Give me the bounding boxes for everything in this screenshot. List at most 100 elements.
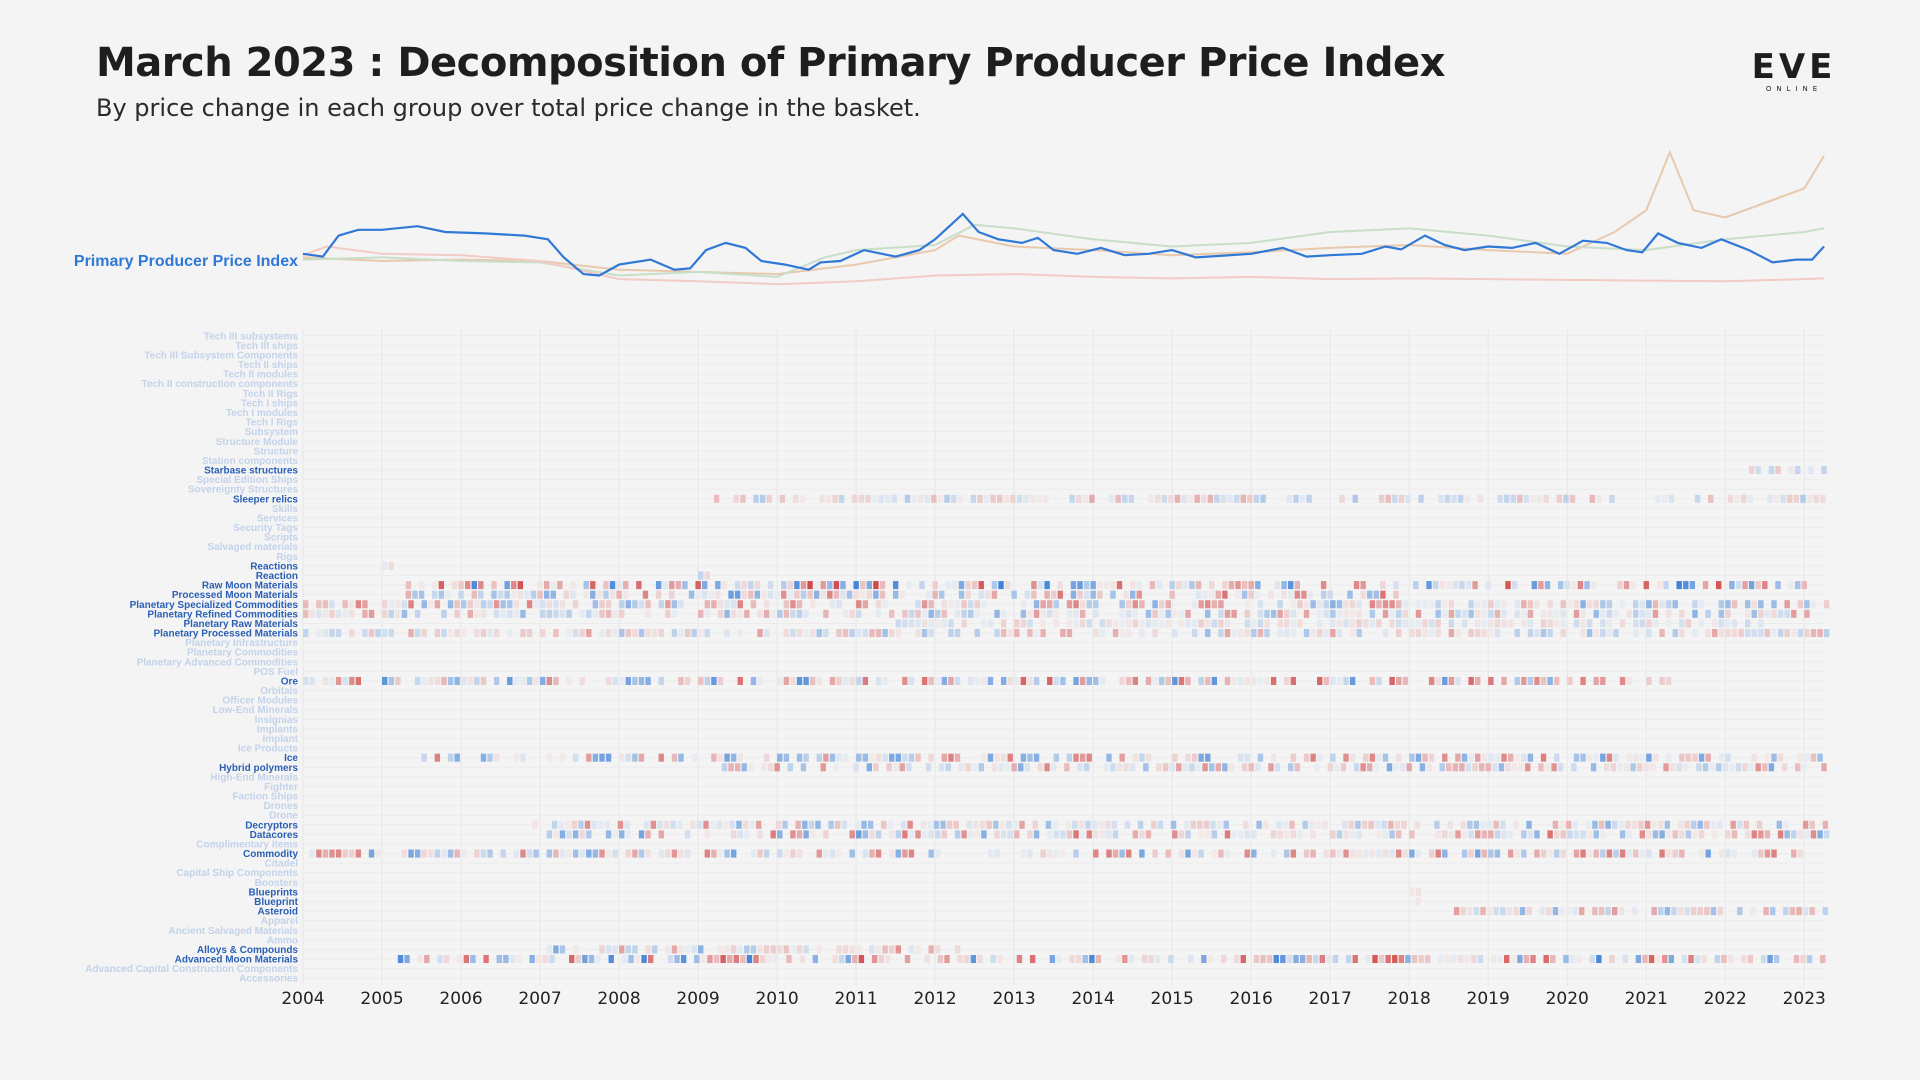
heatmap-cell bbox=[1679, 830, 1685, 839]
heatmap-cell bbox=[1451, 494, 1457, 503]
heatmap-cell bbox=[744, 945, 750, 954]
heatmap-cell bbox=[856, 629, 862, 638]
heatmap-cell bbox=[599, 600, 605, 609]
heatmap-cell bbox=[796, 676, 803, 685]
heatmap-cell bbox=[961, 830, 967, 839]
heatmap-cell bbox=[662, 581, 668, 590]
heatmap-cell bbox=[994, 849, 1000, 858]
heatmap-cell bbox=[802, 820, 808, 829]
heatmap-cell bbox=[1396, 676, 1402, 685]
heatmap-cell bbox=[1234, 955, 1240, 964]
heatmap-cell bbox=[665, 609, 671, 618]
heatmap-cell bbox=[1380, 590, 1386, 599]
heatmap-cell bbox=[937, 955, 944, 964]
heatmap-cell bbox=[1402, 619, 1408, 628]
heatmap-cell bbox=[767, 763, 774, 772]
heatmap-cell bbox=[388, 609, 394, 618]
heatmap-cell bbox=[619, 830, 625, 839]
heatmap-cell bbox=[1446, 763, 1452, 772]
heatmap-cell bbox=[1241, 590, 1248, 599]
heatmap-cell bbox=[774, 590, 780, 599]
heatmap-cell bbox=[553, 830, 559, 839]
heatmap-cell bbox=[1557, 581, 1564, 590]
heatmap-cell bbox=[540, 609, 546, 618]
heatmap-cell bbox=[1172, 629, 1178, 638]
heatmap-cell bbox=[1514, 600, 1520, 609]
heatmap-cell bbox=[1165, 609, 1171, 618]
heatmap-cell bbox=[1376, 619, 1382, 628]
heatmap-cell bbox=[1447, 820, 1453, 829]
heatmap-cell bbox=[836, 676, 842, 685]
heatmap-cell bbox=[628, 955, 634, 964]
heatmap-cell bbox=[900, 820, 907, 829]
heatmap-cell bbox=[1763, 907, 1769, 916]
heatmap-cell bbox=[605, 830, 612, 839]
heatmap-cell bbox=[1742, 581, 1748, 590]
heatmap-cell bbox=[1382, 753, 1389, 762]
heatmap-cell bbox=[559, 945, 566, 954]
heatmap-cell bbox=[1560, 830, 1566, 839]
heatmap-cell bbox=[1053, 619, 1059, 628]
row-label: Implants bbox=[257, 724, 299, 735]
heatmap-cell bbox=[766, 494, 772, 503]
row-label: Tech I modules bbox=[226, 408, 298, 419]
heatmap-cell bbox=[1618, 907, 1624, 916]
heatmap-cell bbox=[1613, 629, 1619, 638]
heatmap-cell bbox=[1244, 619, 1250, 628]
heatmap-cell bbox=[1554, 609, 1560, 618]
heatmap-cell bbox=[1050, 763, 1057, 772]
heatmap-cell bbox=[1540, 753, 1547, 762]
heatmap-cell bbox=[1758, 619, 1764, 628]
heatmap-cell bbox=[730, 849, 737, 858]
heatmap-cell bbox=[1073, 619, 1079, 628]
heatmap-cell bbox=[1299, 494, 1306, 503]
heatmap-cell bbox=[1396, 849, 1402, 858]
heatmap-cell bbox=[704, 571, 711, 580]
heatmap-cell bbox=[1546, 907, 1552, 916]
heatmap-cell bbox=[1380, 581, 1386, 590]
heatmap-cell bbox=[1764, 753, 1771, 762]
heatmap-cell bbox=[1536, 494, 1543, 503]
heatmap-cell bbox=[1521, 600, 1527, 609]
heatmap-cell bbox=[1119, 849, 1125, 858]
heatmap-cell bbox=[1806, 955, 1813, 964]
heatmap-cell bbox=[669, 590, 675, 599]
heatmap-cell bbox=[1216, 820, 1223, 829]
heatmap-cell bbox=[1290, 609, 1297, 618]
heatmap-cell bbox=[1405, 955, 1411, 964]
heatmap-cell bbox=[932, 590, 938, 599]
row-label: Raw Moon Materials bbox=[202, 581, 299, 592]
heatmap-cell bbox=[974, 676, 980, 685]
heatmap-cell bbox=[507, 600, 513, 609]
heatmap-cell bbox=[1343, 849, 1349, 858]
heatmap-cell bbox=[1172, 753, 1178, 762]
heatmap-cell bbox=[1813, 494, 1819, 503]
year-tick-label: 2008 bbox=[597, 989, 640, 1009]
heatmap-cell bbox=[795, 820, 801, 829]
heatmap-cell bbox=[1552, 907, 1559, 916]
heatmap-cell bbox=[836, 945, 842, 954]
heatmap-cell bbox=[438, 590, 445, 599]
heatmap-cell bbox=[698, 571, 704, 580]
heatmap-cell bbox=[1409, 830, 1415, 839]
heatmap-cell bbox=[1435, 676, 1441, 685]
heatmap-cell bbox=[862, 830, 869, 839]
heatmap-cell bbox=[1523, 494, 1530, 503]
heatmap-cell bbox=[1349, 600, 1356, 609]
heatmap-cell bbox=[1613, 609, 1619, 618]
heatmap-cell bbox=[740, 955, 746, 964]
heatmap-cell bbox=[908, 753, 915, 762]
heatmap-cell bbox=[737, 945, 743, 954]
heatmap-cell bbox=[711, 849, 717, 858]
heatmap-cell bbox=[546, 609, 552, 618]
heatmap-cell bbox=[1630, 581, 1636, 590]
heatmap-cell bbox=[1126, 619, 1132, 628]
heatmap-cell bbox=[1284, 849, 1290, 858]
heatmap-cell bbox=[794, 581, 800, 590]
heatmap-cell bbox=[691, 629, 697, 638]
row-label: Fighter bbox=[264, 782, 298, 793]
heatmap-cell bbox=[1290, 849, 1297, 858]
heatmap-cell bbox=[557, 581, 563, 590]
heatmap-cell bbox=[1784, 830, 1790, 839]
heatmap-cell bbox=[1037, 763, 1044, 772]
